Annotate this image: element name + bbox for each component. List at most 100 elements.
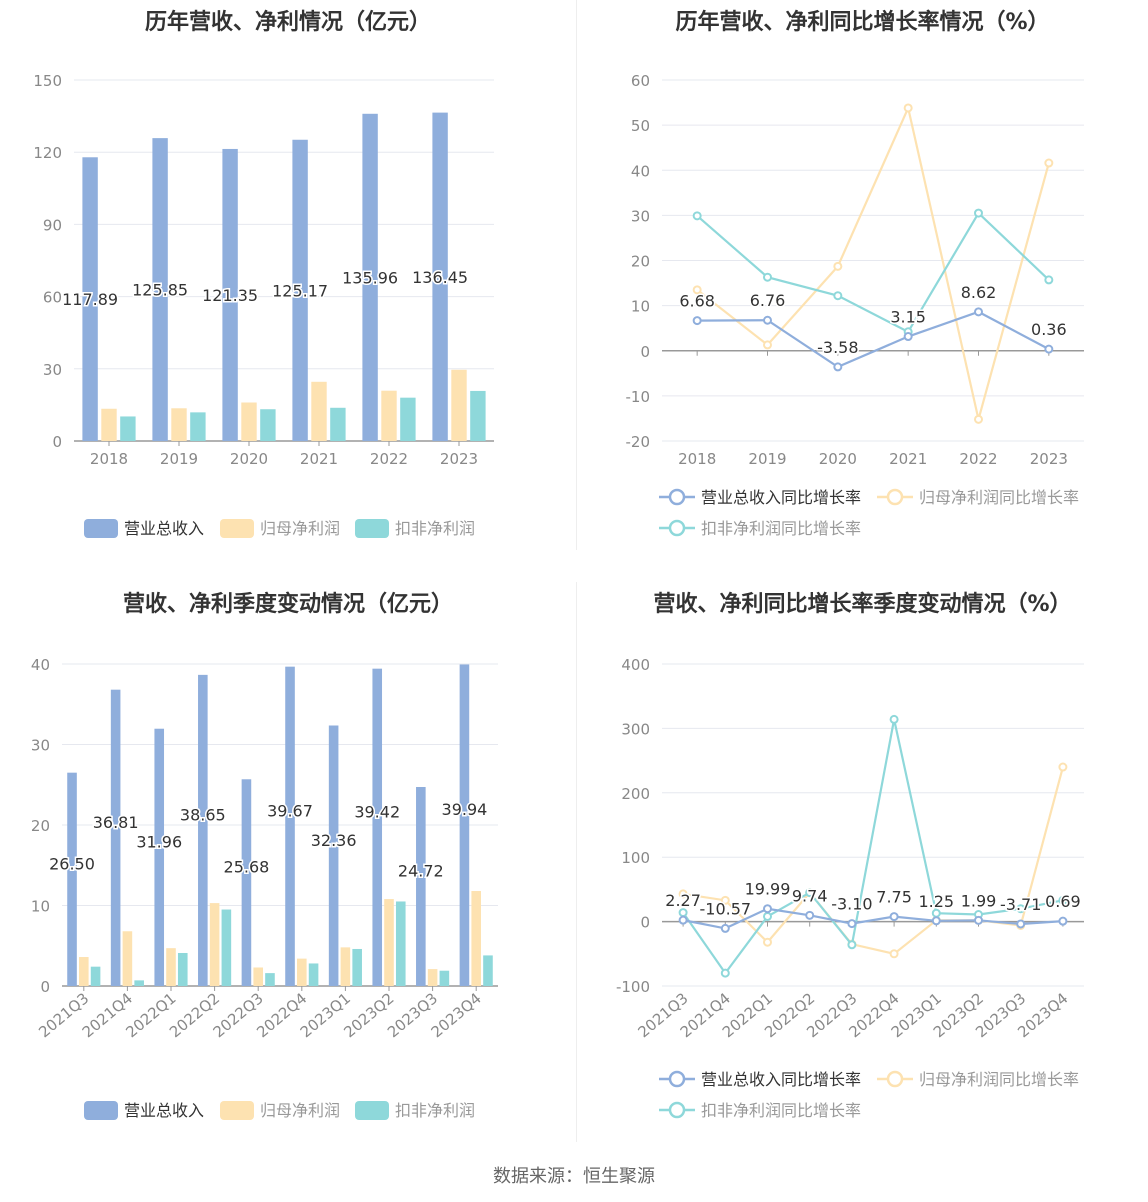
y-tick-label: 300 [621, 720, 650, 738]
data-label: 36.81 [93, 813, 139, 832]
x-tick-label: 2022 [959, 450, 997, 468]
line-point-0 [692, 316, 702, 326]
line-1 [696, 104, 1050, 420]
quarter-amount-title: 营收、净利季度变动情况（亿元） [122, 592, 453, 617]
y-tick-label: -100 [616, 978, 650, 996]
line-point-0 [903, 332, 913, 342]
data-label: 39.94 [442, 800, 488, 819]
y-tick-label: 0 [640, 343, 650, 361]
annual-amount-panel: 历年营收、净利情况（亿元） 0 30 60 90 120 150 2018 2019 2020 2… [0, 0, 576, 560]
legend-marker [668, 519, 686, 537]
bar-1 [471, 891, 481, 986]
line-point-0 [763, 904, 772, 914]
legend-label[interactable]: 归母净利润同比增长率 [919, 1070, 1079, 1089]
legend-label[interactable]: 扣非净利润同比增长率 [701, 1101, 861, 1120]
line-point-1 [763, 340, 772, 350]
annual-amount-chart: 0 30 60 90 120 150 2018 2019 2020 2021 2022 2023 117… [33, 72, 494, 538]
legend-marker [668, 488, 686, 506]
data-label: 38.65 [180, 805, 226, 824]
data-label: 6.76 [750, 291, 786, 310]
data-label: 0.69 [1045, 892, 1081, 911]
data-label: 125.17 [272, 281, 328, 300]
y-tick-label: 60 [631, 72, 650, 90]
y-tick-label: 150 [33, 72, 62, 90]
data-label: 39.42 [354, 802, 400, 821]
x-tick-label: 2020 [819, 450, 857, 468]
line-point-1 [720, 895, 730, 905]
bar-0 [285, 666, 295, 986]
line-point-2 [1044, 275, 1054, 285]
legend-label[interactable]: 扣非净利润 [395, 519, 475, 538]
legend-label[interactable]: 扣非净利润 [395, 1101, 475, 1120]
line-point-1 [833, 261, 843, 271]
bar-2 [308, 963, 319, 986]
bar-2 [470, 390, 486, 441]
bar-0 [222, 148, 238, 442]
bar-1 [171, 408, 187, 441]
bar-1 [101, 408, 117, 441]
legend-label[interactable]: 扣非净利润同比增长率 [701, 519, 861, 538]
quarter-growth-chart: -10001002003004002021Q32021Q42022Q12022Q… [616, 656, 1084, 1120]
legend-label[interactable]: 营业总收入 [124, 519, 204, 538]
x-tick-label: 2023 [1030, 450, 1068, 468]
bar-1 [451, 369, 467, 441]
bar-0 [82, 157, 98, 441]
data-label: 25.68 [224, 858, 270, 877]
data-label: 1.99 [961, 891, 997, 910]
x-tick-label: 2023Q4 [428, 989, 485, 1041]
legend-label[interactable]: 营业总收入同比增长率 [701, 488, 861, 507]
x-tick-label: 2019 [748, 450, 786, 468]
data-label: 135.96 [342, 268, 398, 287]
bar-0 [362, 113, 378, 441]
line-point-2 [1058, 895, 1068, 905]
data-label: -3.10 [831, 895, 872, 914]
legend-label[interactable]: 营业总收入同比增长率 [701, 1070, 861, 1089]
bar-0 [154, 728, 165, 986]
legend-label[interactable]: 归母净利润同比增长率 [919, 488, 1079, 507]
y-tick-label: 0 [640, 914, 650, 932]
y-tick-label: 0 [52, 433, 62, 451]
legend-marker [220, 519, 254, 538]
line-2 [682, 719, 1064, 976]
bar-0 [198, 674, 208, 986]
legend-label[interactable]: 归母净利润 [260, 1101, 340, 1120]
bar-1 [297, 958, 307, 986]
data-label: 32.36 [311, 831, 357, 850]
bar-1 [79, 957, 89, 986]
bar-1 [253, 967, 263, 986]
line-point-2 [833, 291, 843, 301]
data-label: 31.96 [136, 832, 182, 851]
x-tick-label: 2021 [300, 450, 338, 468]
line-point-2 [692, 211, 702, 221]
data-label: 136.45 [412, 268, 468, 287]
y-tick-label: 40 [631, 162, 650, 180]
legend-label[interactable]: 归母净利润 [260, 519, 340, 538]
y-tick-label: 200 [621, 785, 650, 803]
annual-growth-title: 历年营收、净利同比增长率情况（%） [675, 10, 1050, 35]
legend-marker [668, 1101, 686, 1119]
line-point-1 [692, 285, 702, 295]
bar-0 [152, 138, 168, 441]
data-label: -3.58 [817, 338, 858, 357]
data-label: 39.67 [267, 801, 313, 820]
legend-label[interactable]: 营业总收入 [124, 1101, 204, 1120]
line-point-0 [763, 315, 772, 325]
data-label: 8.62 [961, 283, 997, 302]
bar-1 [166, 948, 176, 986]
bar-0 [416, 787, 426, 986]
y-tick-label: 20 [631, 253, 650, 271]
line-point-1 [903, 103, 913, 113]
data-label: 7.75 [876, 888, 912, 907]
line-point-0 [1044, 344, 1054, 354]
line-point-2 [1016, 904, 1026, 914]
data-label: 26.50 [49, 854, 95, 873]
y-tick-label: 10 [631, 298, 650, 316]
line-point-0 [974, 915, 983, 925]
bar-2 [400, 397, 416, 441]
line-point-0 [1058, 916, 1068, 926]
line-2 [696, 211, 1050, 334]
y-tick-label: 120 [33, 144, 62, 162]
legend-marker [355, 519, 389, 538]
line-point-1 [889, 949, 899, 959]
line-point-1 [1058, 762, 1068, 772]
